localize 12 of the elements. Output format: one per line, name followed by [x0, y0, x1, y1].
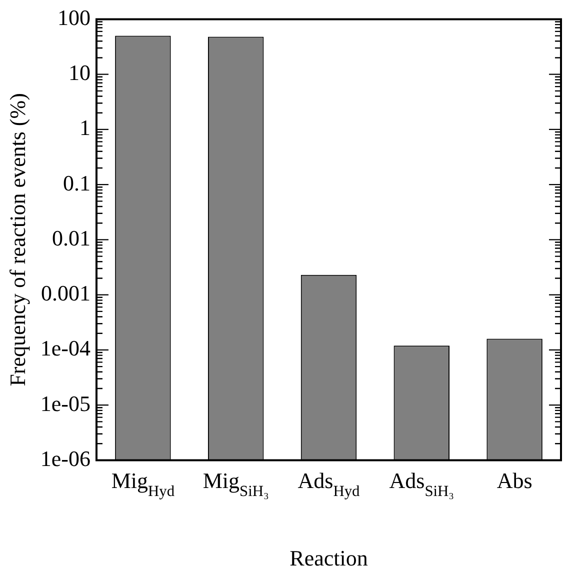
y-axis-title: Frequency of reaction events (%) — [4, 93, 30, 386]
y-tick-label: 100 — [57, 4, 90, 30]
y-tick-label: 1e-06 — [40, 446, 90, 471]
x-tick-label: Abs — [496, 468, 532, 494]
y-tick-label: 0.001 — [40, 280, 90, 306]
y-tick-label: 1 — [79, 115, 90, 140]
y-tick-label: 0.01 — [52, 225, 90, 250]
y-tick-label: 10 — [68, 60, 90, 86]
y-tick-label: 1e-04 — [40, 336, 90, 361]
x-axis-title: Reaction — [290, 546, 368, 571]
y-tick-label: 0.1 — [62, 170, 90, 196]
y-tick-label: 1e-05 — [40, 390, 90, 416]
